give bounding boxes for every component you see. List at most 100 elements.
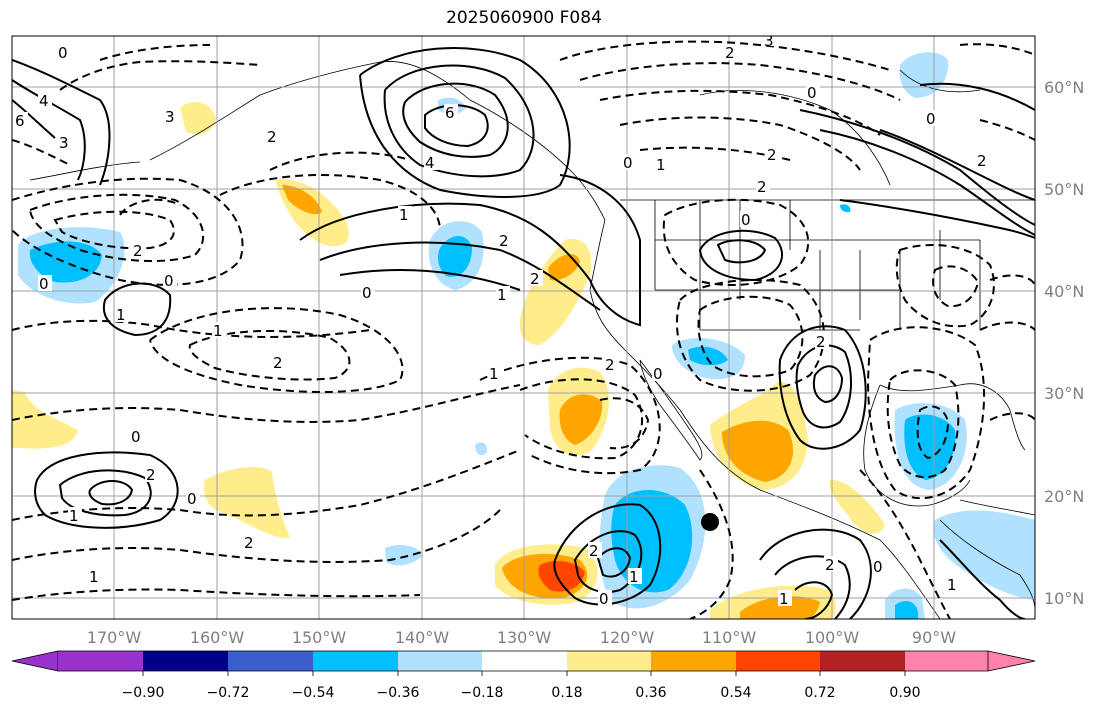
contour-label: 0 (873, 558, 883, 576)
contour-label: 4 (39, 92, 49, 110)
contour-label: 1 (89, 568, 99, 586)
contour-label: 0 (741, 211, 751, 229)
lon-label: 140°W (395, 628, 450, 647)
latitude-labels: 60°N 50°N 40°N 30°N 20°N 10°N (1044, 78, 1084, 608)
colorbar-tick: 0.18 (551, 685, 582, 701)
contour-labels: 0 0 0 0 0 0 0 0 0 0 0 0 0 1 1 1 1 1 1 1 … (14, 32, 990, 608)
contour-label: 2 (589, 542, 599, 560)
solid-contours (12, 47, 1035, 619)
lon-label: 100°W (805, 628, 860, 647)
contour-label: 2 (267, 128, 277, 146)
contour-label: 2 (530, 270, 540, 288)
shade-pos-moderate (559, 394, 603, 445)
lat-label: 40°N (1044, 282, 1084, 301)
contour-label: 2 (605, 356, 615, 374)
colorbar: −0.90 −0.72 −0.54 −0.36 −0.18 0.18 0.36 … (11, 650, 1036, 701)
colorbar-bin (143, 651, 228, 671)
colorbar-tick: −0.90 (122, 685, 165, 701)
contour-label: 0 (58, 44, 68, 62)
shade-pos-weak (180, 102, 216, 135)
contour-label: 1 (497, 286, 507, 304)
contour-label: 2 (825, 556, 835, 574)
colorbar-tick: 0.36 (635, 685, 666, 701)
contour-label: 6 (15, 112, 25, 130)
shade-neg-moderate (438, 236, 472, 277)
contour-label: 1 (779, 590, 789, 608)
colorbar-tick: 0.72 (804, 685, 835, 701)
colorbar-bin (58, 651, 143, 671)
colorbar-extend-low (11, 650, 59, 672)
colorbar-bin (482, 651, 567, 671)
lon-label: 160°W (190, 628, 245, 647)
contour-label: 2 (146, 466, 156, 484)
lat-label: 50°N (1044, 180, 1084, 199)
shade-neg-moderate (611, 490, 693, 593)
lat-label: 20°N (1044, 487, 1084, 506)
contour-label: 1 (947, 576, 957, 594)
contour-label: 2 (725, 44, 735, 62)
lon-label: 170°W (87, 628, 142, 647)
longitude-labels: 170°W 160°W 150°W 140°W 130°W 120°W 110°… (87, 628, 956, 647)
lon-label: 90°W (912, 628, 956, 647)
contour-label: 3 (59, 134, 69, 152)
contour-label: 1 (69, 507, 79, 525)
contour-label: 2 (767, 146, 777, 164)
contour-label: 0 (653, 365, 663, 383)
contour-label: 0 (807, 84, 817, 102)
contour-label: 1 (213, 322, 223, 340)
dashed-contours (12, 40, 1035, 619)
contour-label: 1 (399, 206, 409, 224)
colorbar-bin (313, 651, 398, 671)
contour-label: 2 (244, 534, 254, 552)
colorbar-tick: 0.90 (889, 685, 920, 701)
contour-label: 0 (164, 272, 174, 290)
colorbar-tick: −0.72 (207, 685, 250, 701)
contour-label: 2 (499, 232, 509, 250)
shading-layer (12, 52, 1035, 619)
lon-label: 120°W (600, 628, 655, 647)
contour-label: 0 (131, 428, 141, 446)
contour-label: 0 (362, 284, 372, 302)
contour-label: 2 (757, 178, 767, 196)
colorbar-bin (398, 651, 482, 671)
colorbar-tick: 0.54 (720, 685, 751, 701)
contour-label: 2 (133, 242, 143, 260)
lon-label: 150°W (292, 628, 347, 647)
shade-pos-moderate (548, 254, 580, 281)
contour-label: 2 (816, 333, 826, 351)
contour-label: 3 (764, 32, 774, 50)
contour-label: 1 (116, 306, 126, 324)
colorbar-bin (228, 651, 313, 671)
contour-label: 2 (977, 152, 987, 170)
colorbar-bin (905, 651, 988, 671)
contour-label: 0 (599, 590, 609, 608)
contour-label: 6 (445, 104, 455, 122)
lon-label: 110°W (702, 628, 757, 647)
contour-label: 0 (926, 110, 936, 128)
colorbar-bin (651, 651, 736, 671)
map-title: 2025060900 F084 (446, 8, 602, 28)
colorbar-tick: −0.54 (292, 685, 335, 701)
colorbar-tick: −0.18 (461, 685, 504, 701)
contour-label: 1 (489, 365, 499, 383)
contour-label: 0 (187, 490, 197, 508)
lat-label: 10°N (1044, 589, 1084, 608)
shade-pos-moderate (722, 420, 794, 482)
colorbar-tick: −0.36 (377, 685, 420, 701)
contour-label: 1 (629, 568, 639, 586)
contour-label: 2 (273, 354, 283, 372)
shade-pos-moderate (282, 185, 322, 215)
storm-position-marker (701, 513, 719, 531)
plot-border (11, 35, 1036, 620)
lat-label: 60°N (1044, 78, 1084, 97)
colorbar-bin (736, 651, 820, 671)
contour-label: 0 (623, 154, 633, 172)
contour-label: 4 (425, 154, 435, 172)
contour-label: 3 (165, 108, 175, 126)
colorbar-bin (820, 651, 905, 671)
lon-label: 130°W (497, 628, 552, 647)
lat-label: 30°N (1044, 384, 1084, 403)
colorbar-extend-high (987, 650, 1036, 672)
contour-label: 0 (39, 275, 49, 293)
